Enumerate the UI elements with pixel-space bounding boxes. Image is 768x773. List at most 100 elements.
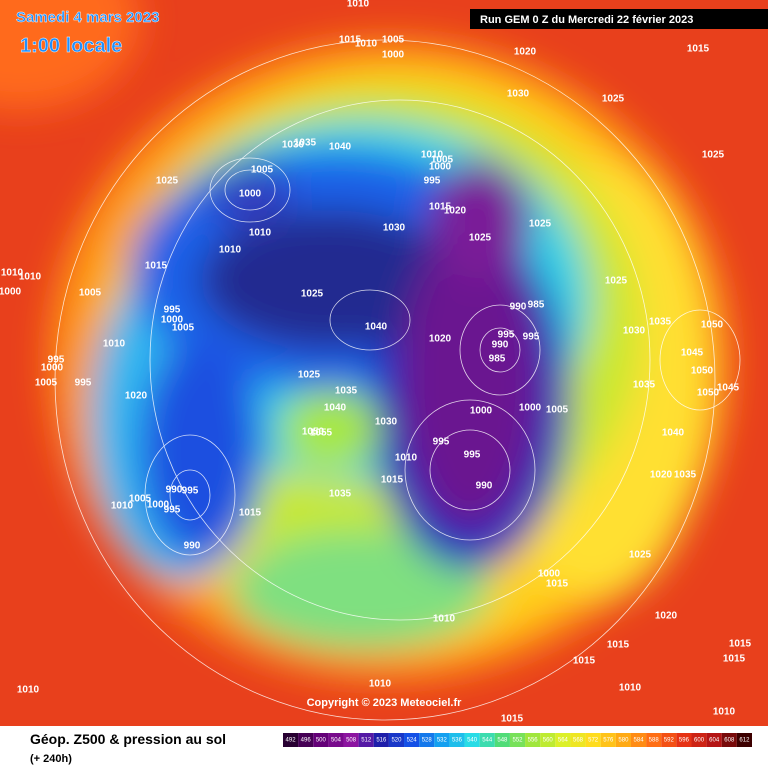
scale-cell	[404, 733, 420, 747]
isobar-label: 1010	[355, 39, 378, 50]
date: Samedi 4 mars 2023	[16, 9, 159, 26]
isobar-label: 1000	[429, 162, 452, 173]
scale-cell	[646, 733, 662, 747]
isobar-label: 1025	[301, 289, 324, 300]
isobar-label: 1035	[294, 138, 317, 149]
scale-label: 580	[618, 738, 629, 744]
isobar-label: 1025	[629, 550, 652, 561]
isobar-label: 1045	[681, 348, 704, 359]
scale-label: 568	[573, 738, 584, 744]
scale-label: 588	[649, 738, 660, 744]
scale-label: 508	[346, 738, 357, 744]
scale-cell	[343, 733, 359, 747]
isobar-label: 1020	[444, 206, 467, 217]
scale-cell	[358, 733, 374, 747]
isobar-label: 1035	[674, 470, 697, 481]
isobar-label: 1035	[633, 380, 656, 391]
isobar-label: 1000	[519, 403, 542, 414]
scale-label: 496	[301, 738, 312, 744]
isobar-label: 995	[48, 355, 65, 366]
isobar-label: 1000	[470, 406, 493, 417]
isobar-label: 1035	[329, 489, 352, 500]
scale-cell	[721, 733, 737, 747]
isobar-label: 990	[476, 481, 493, 492]
isobar-label: 1010	[17, 685, 40, 696]
isobar-label: 1015	[729, 639, 752, 650]
isobar-label: 1050	[302, 427, 325, 438]
isobar-label: 1025	[605, 276, 628, 287]
isobar-label: 1010	[19, 272, 42, 283]
isobar-label: 1035	[335, 386, 358, 397]
isobar-label: 1020	[125, 391, 148, 402]
isobar-label: 1040	[324, 403, 347, 414]
isobar-label: 1040	[662, 428, 685, 439]
isobar-label: 1025	[602, 94, 625, 105]
scale-label: 536	[452, 738, 463, 744]
scale-cell	[525, 733, 541, 747]
isobar-label: 990	[510, 302, 527, 313]
scale-cell	[691, 733, 707, 747]
isobar-label: 990	[184, 541, 201, 552]
isobar-label: 995	[464, 450, 481, 461]
isobar-label: 1010	[421, 150, 444, 161]
scale-cell	[298, 733, 314, 747]
isobar-label: 1010	[103, 339, 126, 350]
isobar-label: 1005	[251, 165, 274, 176]
scale-label: 576	[603, 738, 614, 744]
isobar-label: 1000	[0, 287, 22, 298]
isobar-label: 1010	[219, 245, 242, 256]
isobar-label: 1020	[650, 470, 673, 481]
isobar-label: 1000	[538, 569, 561, 580]
isobar-label: 1030	[623, 326, 646, 337]
scale-cell	[373, 733, 389, 747]
isobar-label: 1010	[619, 683, 642, 694]
scale-cell	[388, 733, 405, 747]
isobar-label: 1010	[111, 501, 134, 512]
scale-label: 592	[664, 738, 675, 744]
isobar-label: 1010	[347, 0, 370, 10]
scale-label: 528	[422, 738, 433, 744]
isobar-label: 995	[164, 305, 181, 316]
color-scale: 492 496 500 504 508 512 516 520 524 528 532 536 540 5…	[283, 733, 752, 747]
isobars	[54, 39, 741, 721]
scale-cell	[585, 733, 601, 747]
run-box	[470, 9, 768, 29]
isobar-label: 1005	[79, 288, 102, 299]
isobar-label: 995	[523, 332, 540, 343]
isobar-label: 1025	[469, 233, 492, 244]
isobar-label: 985	[489, 354, 506, 365]
footer-title: Géop. Z500 & pression au sol	[30, 731, 226, 747]
isobar-label: 995	[182, 486, 199, 497]
isobar-label: 1015	[687, 44, 710, 55]
isobar-label: 1020	[429, 334, 452, 345]
isobar-label: 1020	[655, 611, 678, 622]
isobar-label: 1010	[1, 268, 24, 279]
isobar-label: 1000	[239, 189, 262, 200]
scale-label: 516	[376, 738, 387, 744]
scale-cell	[540, 733, 556, 747]
isobar-label: 1010	[433, 614, 456, 625]
isobar-label: 1025	[529, 219, 552, 230]
isobar-label: 990	[166, 485, 183, 496]
isobar-label: 1025	[702, 150, 725, 161]
isobar-label: 1030	[383, 223, 406, 234]
run: Run GEM 0 Z du Mercredi 22 février 2023	[480, 14, 693, 26]
isobar-label: 1005	[172, 323, 195, 334]
scale-label: 560	[543, 738, 554, 744]
isobar-label: 1010	[249, 228, 272, 239]
isobar-label: 1015	[546, 579, 569, 590]
scale-label: 532	[437, 738, 448, 744]
scale-label: 572	[588, 738, 599, 744]
isobar-label: 1005	[129, 494, 152, 505]
scale-label: 556	[528, 738, 539, 744]
scale-cell	[706, 733, 722, 747]
scale-cell	[283, 733, 299, 747]
scale-label: 596	[679, 738, 690, 744]
scale-label: 584	[634, 738, 645, 744]
scale-label: 552	[512, 738, 523, 744]
isobar-label: 1010	[395, 453, 418, 464]
isobar-label: 1010	[713, 707, 736, 718]
isobar-label: 1050	[697, 388, 720, 399]
isobar-label: 1005	[546, 405, 569, 416]
